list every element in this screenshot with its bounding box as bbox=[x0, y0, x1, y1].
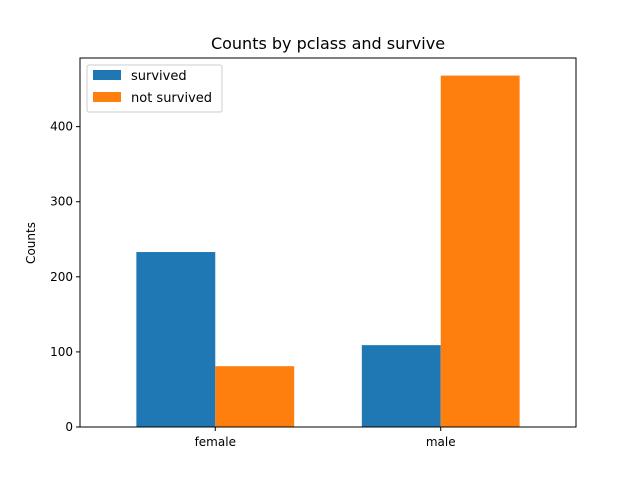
chart-title: Counts by pclass and survive bbox=[211, 34, 445, 53]
y-tick-label: 300 bbox=[50, 195, 73, 209]
bar-survived-female bbox=[136, 252, 216, 427]
bar-not-survived-female bbox=[215, 366, 295, 427]
y-tick-label: 400 bbox=[50, 120, 73, 134]
plot-frame bbox=[79, 57, 577, 428]
y-axis-label: Counts bbox=[24, 222, 38, 264]
y-tick-label: 100 bbox=[50, 345, 73, 359]
y-tick-label: 200 bbox=[50, 270, 73, 284]
y-axis: 0 100 200 300 400 bbox=[50, 120, 80, 434]
x-tick-label: female bbox=[195, 435, 236, 449]
bar-survived-male bbox=[361, 345, 441, 427]
y-tick-label: 0 bbox=[65, 420, 73, 434]
legend-label: survived bbox=[131, 69, 187, 84]
legend: survived not survived bbox=[86, 64, 223, 113]
legend-swatch bbox=[93, 92, 121, 102]
bars-group bbox=[136, 75, 520, 428]
x-axis: female male bbox=[195, 427, 456, 449]
legend-label: not survived bbox=[131, 91, 212, 106]
bar-not-survived-male bbox=[440, 75, 520, 428]
legend-swatch bbox=[93, 70, 121, 80]
x-tick-label: male bbox=[426, 435, 456, 449]
